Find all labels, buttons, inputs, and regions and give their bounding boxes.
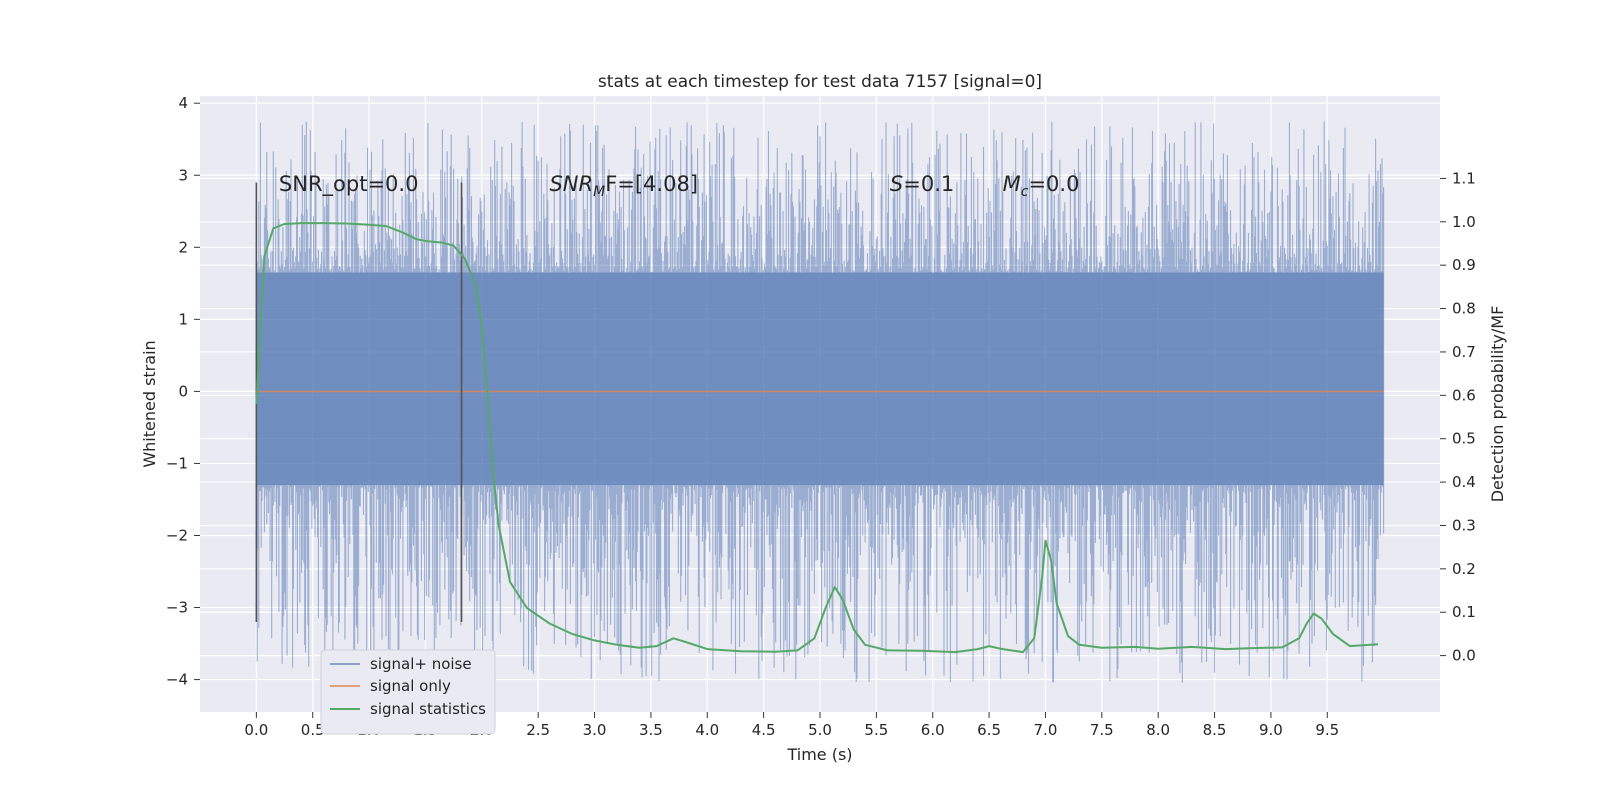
y2-tick-label: 0.5 — [1452, 430, 1476, 448]
y-tick-label: 2 — [178, 238, 188, 256]
y-axis-label: Whitened strain — [140, 340, 159, 467]
x-tick-label: 6.0 — [921, 721, 945, 739]
legend-label-signal-only: signal only — [370, 677, 451, 695]
y2-tick-label: 0.4 — [1452, 473, 1476, 491]
x-tick-label: 3.5 — [639, 721, 663, 739]
legend-label-noise: signal+ noise — [370, 655, 472, 673]
y2-tick-label: 0.3 — [1452, 516, 1476, 534]
x-axis-label: Time (s) — [786, 745, 852, 764]
x-tick-label: 9.0 — [1259, 721, 1283, 739]
x-tick-label: 8.5 — [1203, 721, 1227, 739]
y2-tick-label: 0.6 — [1452, 386, 1476, 404]
y2-axis-label: Detection probability/MF — [1488, 306, 1507, 503]
y2-tick-label: 0.7 — [1452, 343, 1476, 361]
x-tick-label: 2.5 — [526, 721, 550, 739]
y-tick-label: −2 — [166, 526, 188, 544]
y2-tick-label: 0.9 — [1452, 256, 1476, 274]
annotation: Mc=0.0 — [1003, 172, 1080, 200]
x-tick-label: 0.5 — [301, 721, 325, 739]
y-tick-label: 4 — [178, 94, 188, 112]
signal-statistics-series — [255, 222, 1379, 654]
y2-tick-label: 0.8 — [1452, 300, 1476, 318]
y-tick-label: 0 — [178, 382, 188, 400]
x-tick-label: 4.0 — [695, 721, 719, 739]
y-tick-label: −3 — [166, 599, 188, 617]
x-tick-label: 8.0 — [1146, 721, 1170, 739]
y2-tick-label: 1.0 — [1452, 213, 1476, 231]
x-tick-label: 0.0 — [244, 721, 268, 739]
x-tick-label: 7.5 — [1090, 721, 1114, 739]
y-tick-label: −4 — [166, 671, 188, 689]
annotations: SNR_opt=0.0 SNRMF=[4.08] S=0.1 Mc=0.0 — [279, 172, 1080, 200]
legend-label-statistics: signal statistics — [370, 700, 486, 718]
y-tick-label: 1 — [178, 310, 188, 328]
x-tick-label: 9.5 — [1315, 721, 1339, 739]
signal-statistics-line — [255, 222, 1379, 654]
x-tick-label: 3.0 — [583, 721, 607, 739]
x-tick-label: 5.0 — [808, 721, 832, 739]
y-tick-label: −1 — [166, 454, 188, 472]
signal-plus-noise-series — [255, 121, 1385, 683]
x-tick-label: 7.0 — [1034, 721, 1058, 739]
y-tick-label: 3 — [178, 166, 188, 184]
annotation: SNRMF=[4.08] — [549, 172, 698, 200]
x-tick-label: 6.5 — [977, 721, 1001, 739]
y2-tick-label: 0.2 — [1452, 560, 1476, 578]
x-axis-ticks: 0.00.51.01.52.02.53.03.54.04.55.05.56.06… — [244, 712, 1339, 739]
y2-tick-label: 1.1 — [1452, 169, 1476, 187]
x-tick-label: 4.5 — [752, 721, 776, 739]
y-axis-ticks: 4 3 2 1 0 −1 −2 −3 −4 — [166, 94, 200, 689]
y2-tick-label: 0.1 — [1452, 603, 1476, 621]
y2-tick-label: 0.0 — [1452, 647, 1476, 665]
annotation: SNR_opt=0.0 — [279, 172, 419, 197]
x-tick-label: 5.5 — [864, 721, 888, 739]
legend-box — [320, 649, 496, 735]
y2-axis-ticks: 1.1 1.0 0.9 0.8 0.7 0.6 0.5 0.4 0.3 0.2 0.1 0.0 — [1440, 169, 1476, 665]
chart-title: stats at each timestep for test data 715… — [598, 72, 1042, 92]
annotation: S=0.1 — [890, 172, 954, 196]
legend: signal+ noise signal only signal statist… — [320, 649, 496, 735]
